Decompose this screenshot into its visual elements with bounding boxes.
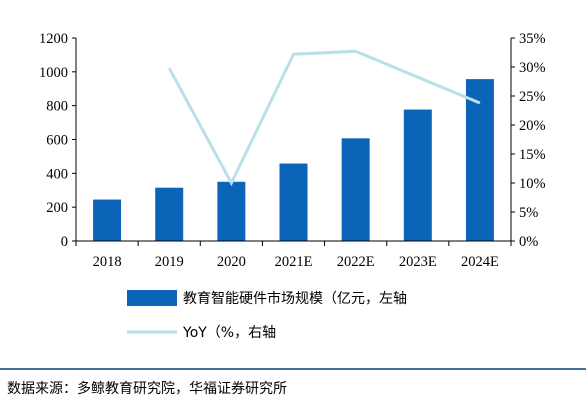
x-axis: 2018 2019 2020 2021E 2022E 2023E 2024E — [75, 240, 512, 270]
legend: 教育智能硬件市场规模（亿元，左轴 YoY（%，右轴 — [127, 290, 407, 341]
bar-2022E — [341, 138, 370, 241]
left-tick-label: 600 — [46, 133, 68, 149]
legend-bar-label: 教育智能硬件市场规模（亿元，左轴 — [183, 290, 407, 307]
right-tick-label: 5% — [519, 205, 538, 221]
source-note: 数据来源：多鲸教育研究院，华福证券研究所 — [7, 380, 287, 397]
plot-area — [93, 49, 494, 242]
legend-bar-swatch — [127, 290, 177, 306]
right-tick-label: 25% — [519, 89, 546, 105]
right-tick-label: 20% — [519, 118, 546, 134]
x-tick-label: 2023E — [399, 254, 437, 270]
x-tick-label: 2018 — [93, 254, 122, 270]
right-tick-label: 15% — [519, 147, 546, 163]
left-tick-label: 1000 — [39, 65, 68, 81]
right-tick-label: 30% — [519, 60, 546, 76]
right-tick-label: 10% — [519, 176, 546, 192]
bar-2020 — [217, 181, 246, 241]
left-tick-label: 800 — [46, 99, 68, 115]
left-tick-label: 1200 — [39, 31, 68, 47]
right-axis: 0% 5% 10% 15% 20% 25% 30% 35% — [510, 31, 546, 250]
bar-2024E — [465, 79, 494, 241]
x-tick-label: 2024E — [461, 254, 499, 270]
x-tick-label: 2022E — [337, 254, 375, 270]
x-tick-label: 2020 — [217, 254, 246, 270]
left-tick-label: 0 — [61, 234, 68, 250]
legend-line-label: YoY（%，右轴 — [182, 325, 276, 341]
left-tick-label: 200 — [46, 200, 68, 216]
right-tick-label: 0% — [519, 234, 538, 250]
yoy-line — [167, 49, 481, 187]
bar-2019 — [155, 187, 184, 241]
bar-2021E — [279, 163, 308, 241]
left-tick-label: 400 — [46, 166, 68, 182]
right-tick-label: 35% — [519, 31, 546, 47]
x-tick-label: 2019 — [155, 254, 184, 270]
x-tick-label: 2021E — [275, 254, 313, 270]
bar-2023E — [403, 109, 432, 242]
left-axis: 0 200 400 600 800 1000 1200 — [39, 31, 77, 250]
bar-2018 — [93, 199, 122, 241]
